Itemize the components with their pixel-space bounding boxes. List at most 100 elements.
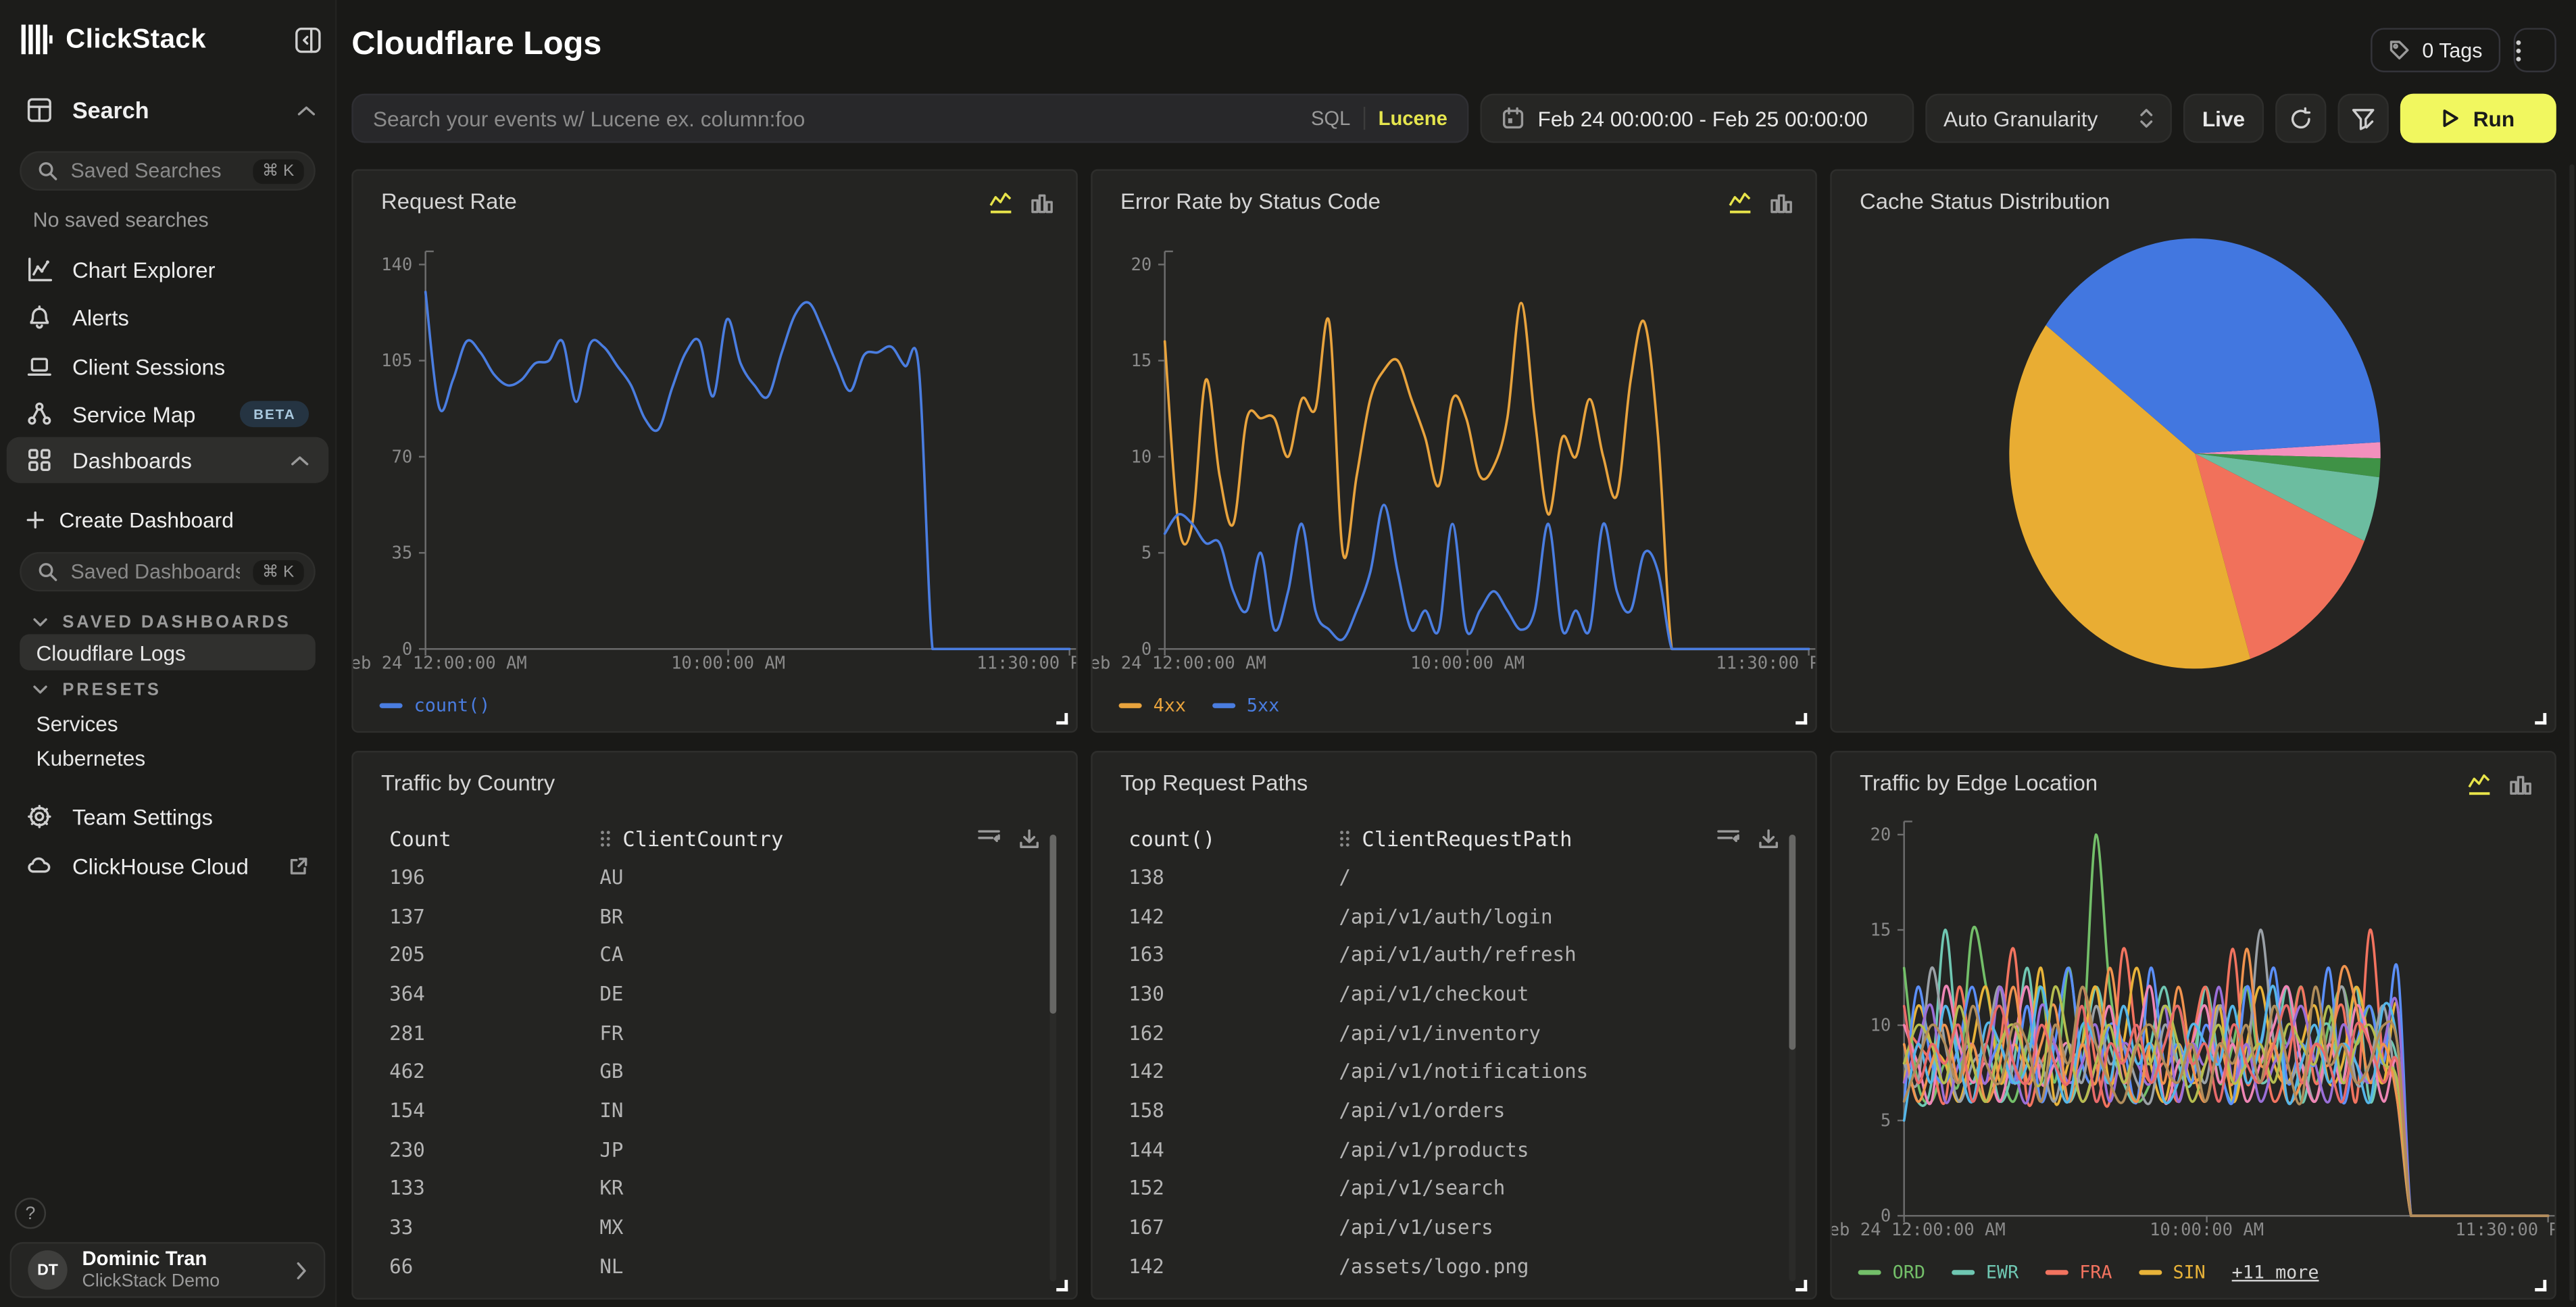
resize-handle[interactable] [2535, 713, 2547, 725]
svg-text:11:30:00 PM: 11:30:00 PM [2455, 1220, 2556, 1240]
column-header[interactable]: count() [1129, 826, 1216, 852]
event-search-input[interactable] [353, 105, 1467, 131]
table-row[interactable]: 230 JP [389, 1130, 1004, 1169]
table-row[interactable]: 142/assets/logo.png [1129, 1247, 1743, 1286]
legend-item[interactable]: 5xx [1212, 695, 1279, 716]
table-row[interactable]: 162/api/v1/inventory [1129, 1013, 1743, 1052]
table-row[interactable]: 144/api/v1/products [1129, 1130, 1743, 1169]
drag-handle-icon[interactable] [599, 830, 611, 848]
sql-toggle[interactable]: SQL [1310, 107, 1351, 130]
panel-title: Traffic by Edge Location [1860, 770, 2098, 795]
more-menu-button[interactable] [2513, 28, 2556, 72]
page-scrollbar[interactable] [2569, 164, 2575, 1302]
sidebar-item-kubernetes[interactable]: Kubernetes [20, 739, 316, 775]
sidebar-item-services[interactable]: Services [20, 705, 316, 741]
table-scrollbar[interactable] [1789, 835, 1796, 1282]
legend-item[interactable]: ORD [1858, 1262, 1925, 1283]
line-chart-toggle-icon[interactable] [989, 191, 1014, 215]
table-row[interactable]: 133 KR [389, 1169, 1004, 1208]
legend-item[interactable]: SIN [2138, 1262, 2206, 1283]
legend-more-link[interactable]: +11 more [2231, 1262, 2319, 1283]
table-row[interactable]: 137 BR [389, 897, 1004, 936]
pie-slice[interactable] [2009, 325, 2251, 669]
table-row[interactable]: 167/api/v1/users [1129, 1208, 1743, 1247]
sidebar-item-alerts[interactable]: Alerts [7, 294, 328, 340]
help-button[interactable]: ? [14, 1198, 47, 1229]
user-card[interactable]: DT Dominic Tran ClickStack Demo [9, 1241, 326, 1298]
table-row[interactable]: 66 NL [389, 1247, 1004, 1286]
sidebar-item-search[interactable]: Search [26, 92, 316, 128]
error-rate-chart[interactable]: 0 5 10 15 20 Feb 24 12:00:00 AM 10:00:00 AM 11:… [1093, 171, 1816, 731]
edge-location-chart[interactable]: 0 5 10 15 20 Feb 24 12:00:00 AM 10:00:00 AM 11:… [1832, 752, 2556, 1298]
table-row[interactable]: 205 CA [389, 935, 1004, 975]
sidebar-item-clickhouse-cloud[interactable]: ClickHouse Cloud [7, 843, 328, 889]
live-button[interactable]: Live [2183, 93, 2264, 143]
table-row[interactable]: 130/api/v1/checkout [1129, 975, 1743, 1014]
drag-handle-icon[interactable] [1339, 830, 1350, 848]
resize-handle[interactable] [2535, 1279, 2547, 1291]
table-row[interactable]: 142/api/v1/auth/login [1129, 897, 1743, 936]
bar-chart-toggle-icon[interactable] [1769, 191, 1792, 214]
wrap-lines-icon[interactable] [978, 828, 1001, 849]
granularity-select[interactable]: Auto Granularity [1925, 93, 2172, 143]
table-row[interactable]: 364 DE [389, 975, 1004, 1014]
cache-status-pie-chart[interactable] [1832, 171, 2555, 731]
table-row[interactable]: 158/api/v1/orders [1129, 1091, 1743, 1131]
legend-item[interactable]: count() [379, 695, 490, 716]
tags-button[interactable]: 0 Tags [2371, 28, 2501, 72]
download-icon[interactable] [1758, 828, 1779, 849]
saved-dashboards-section-header[interactable]: SAVED DASHBOARDS [33, 610, 316, 636]
table-row[interactable]: 154 IN [389, 1091, 1004, 1131]
resize-handle[interactable] [1795, 1279, 1808, 1291]
table-row[interactable]: 152/api/v1/search [1129, 1169, 1743, 1208]
sidebar-item-dashboards[interactable]: Dashboards [6, 437, 329, 483]
legend-item[interactable]: 4xx [1118, 695, 1186, 716]
resize-handle[interactable] [1056, 1279, 1068, 1291]
sidebar-item-team-settings[interactable]: Team Settings [7, 793, 328, 839]
request-rate-chart[interactable]: 0 35 70 105 140 Feb 24 12:00:00 AM 10:00:00 AM… [353, 171, 1076, 731]
refresh-button[interactable] [2275, 93, 2327, 143]
pie-slice[interactable] [2194, 442, 2381, 459]
sidebar-item-chart-explorer[interactable]: Chart Explorer [7, 247, 328, 293]
chevron-up-icon[interactable] [297, 104, 316, 116]
column-header[interactable]: ClientCountry [599, 827, 1004, 851]
avatar: DT [28, 1250, 68, 1290]
sidebar-item-service-map[interactable]: Service Map BETA [7, 391, 328, 437]
pie-slice[interactable] [2194, 453, 2379, 541]
date-range-button[interactable]: Feb 24 00:00:00 - Feb 25 00:00:00 [1480, 93, 1914, 143]
resize-handle[interactable] [1795, 713, 1808, 725]
table-row[interactable]: 196 AU [389, 858, 1004, 897]
legend-item[interactable]: FRA [2045, 1262, 2112, 1283]
sidebar-item-cloudflare-logs[interactable]: Cloudflare Logs [20, 634, 316, 670]
pie-slice[interactable] [2046, 238, 2381, 453]
sidebar-item-client-sessions[interactable]: Client Sessions [7, 343, 328, 389]
table-row[interactable]: 138 / [1129, 858, 1743, 897]
bar-chart-toggle-icon[interactable] [1030, 191, 1053, 214]
download-icon[interactable] [1018, 828, 1040, 849]
table-row[interactable]: 163/api/v1/auth/refresh [1129, 935, 1743, 975]
table-row[interactable]: 142/api/v1/notifications [1129, 1052, 1743, 1091]
bar-chart-toggle-icon[interactable] [2508, 773, 2531, 796]
column-header[interactable]: ClientRequestPath [1339, 827, 1743, 851]
svg-text:10:00:00 AM: 10:00:00 AM [671, 653, 785, 673]
saved-searches-input[interactable] [67, 157, 243, 184]
resize-handle[interactable] [1056, 713, 1068, 725]
sidebar-collapse-button[interactable] [294, 26, 322, 53]
presets-section-header[interactable]: PRESETS [33, 677, 316, 704]
saved-dashboards-input[interactable] [67, 558, 243, 585]
run-button[interactable]: Run [2400, 93, 2556, 143]
pie-slice[interactable] [2194, 453, 2364, 659]
filter-button[interactable] [2337, 93, 2389, 143]
table-row[interactable]: 33 MX [389, 1208, 1004, 1247]
lucene-toggle[interactable]: Lucene [1378, 107, 1447, 130]
legend-item[interactable]: EWR [1951, 1262, 2018, 1283]
table-scrollbar[interactable] [1049, 835, 1057, 1282]
line-chart-toggle-icon[interactable] [2468, 772, 2492, 797]
wrap-lines-icon[interactable] [1717, 828, 1740, 849]
table-row[interactable]: 281 FR [389, 1013, 1004, 1052]
table-row[interactable]: 462 GB [389, 1052, 1004, 1091]
column-header[interactable]: Count [389, 826, 451, 852]
create-dashboard-button[interactable]: Create Dashboard [26, 501, 234, 537]
line-chart-toggle-icon[interactable] [1729, 191, 1753, 215]
pie-slice[interactable] [2194, 453, 2381, 478]
